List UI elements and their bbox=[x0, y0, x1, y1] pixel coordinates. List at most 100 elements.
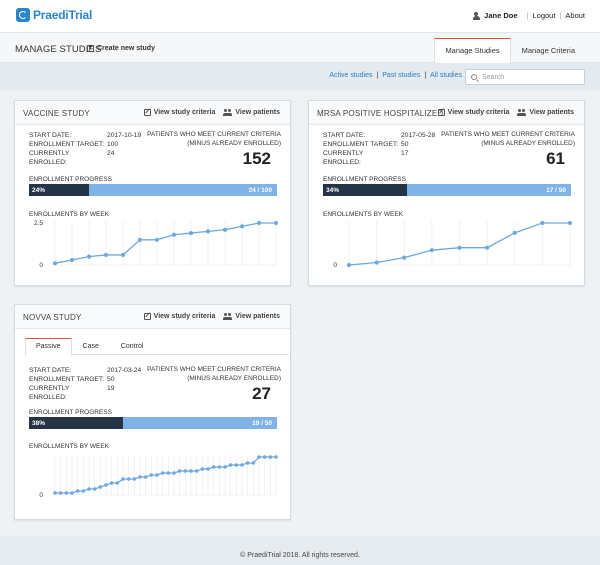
study-title: MRSA POSITIVE HOSPITALIZED bbox=[317, 109, 444, 118]
study-card-vaccine: VACCINE STUDY View study criteria View p… bbox=[14, 100, 291, 286]
data-point bbox=[137, 237, 143, 242]
criteria-caption-line2: (MINUS ALREADY ENROLLED) bbox=[187, 374, 281, 382]
search-input[interactable] bbox=[482, 73, 582, 81]
enrollment-progress-bar: 38% 19 / 50 bbox=[29, 417, 277, 429]
criteria-caption-line1: PATIENTS WHO MEET CURRENT CRITERIA bbox=[147, 131, 281, 138]
data-point bbox=[138, 475, 142, 479]
filter-all-studies[interactable]: All studies bbox=[430, 72, 462, 79]
data-point bbox=[189, 469, 193, 473]
enrollment-progress-bar: 24% 24 / 100 bbox=[29, 184, 277, 196]
user-nav: Jane Doe | Logout | About bbox=[472, 11, 585, 20]
card-actions: View study criteria View patients bbox=[136, 313, 280, 320]
data-point bbox=[239, 224, 245, 229]
view-patients-label: View patients bbox=[235, 109, 280, 116]
view-patients-label: View patients bbox=[235, 313, 280, 320]
tab-manage-criteria[interactable]: Manage Criteria bbox=[521, 46, 575, 55]
start-date-value: 2017-05-28 bbox=[401, 132, 436, 139]
data-point bbox=[256, 220, 262, 226]
data-point bbox=[177, 469, 182, 473]
start-date-label: START DATE: bbox=[323, 132, 366, 139]
tab-control[interactable]: Control bbox=[120, 343, 144, 350]
series-line bbox=[55, 456, 276, 494]
view-patients-button[interactable]: View patients bbox=[223, 313, 280, 320]
tab-passive[interactable]: Passive bbox=[25, 338, 72, 356]
data-point bbox=[262, 455, 267, 459]
card-actions: View study criteria View patients bbox=[430, 109, 574, 116]
patients-icon bbox=[223, 109, 233, 116]
data-point bbox=[70, 491, 74, 495]
study-card-novva: NOVVA STUDY View study criteria View pat… bbox=[14, 304, 291, 520]
filter-past-studies[interactable]: Past studies bbox=[382, 72, 421, 79]
view-criteria-button[interactable]: View study criteria bbox=[143, 313, 216, 320]
weekly-chart-label: ENROLLMENTS BY WEEK bbox=[29, 443, 110, 450]
data-point bbox=[143, 475, 148, 479]
study-stats: START DATE: 2017-05-28 ENROLLMENT TARGET:… bbox=[323, 131, 435, 167]
view-criteria-label: View study criteria bbox=[153, 313, 216, 320]
data-point bbox=[103, 252, 109, 258]
main-tabs: Manage Studies Manage Criteria bbox=[434, 38, 586, 64]
currently-enrolled-value: 17 bbox=[401, 150, 409, 157]
create-study-button[interactable]: Create new study bbox=[87, 44, 155, 52]
data-point bbox=[58, 491, 63, 495]
logout-link[interactable]: Logout bbox=[532, 11, 556, 20]
currently-enrolled-label: CURRENTLY ENROLLED: bbox=[29, 385, 70, 401]
brand-name: PraediTrial bbox=[33, 8, 93, 22]
series-line bbox=[54, 222, 276, 264]
tab-manage-studies[interactable]: Manage Studies bbox=[434, 38, 511, 64]
view-criteria-button[interactable]: View study criteria bbox=[437, 109, 510, 116]
brand-logo[interactable]: PraediTrial bbox=[16, 8, 92, 22]
study-card-mrsa: MRSA POSITIVE HOSPITALIZED View study cr… bbox=[308, 100, 585, 286]
footer: © PraediTrial 2018. All rights reserved. bbox=[0, 536, 600, 565]
data-point bbox=[132, 477, 137, 481]
filter-active-studies[interactable]: Active studies bbox=[329, 72, 373, 79]
top-navbar: PraediTrial Jane Doe | Logout | About bbox=[0, 0, 600, 33]
data-point bbox=[257, 455, 261, 459]
data-point bbox=[273, 220, 279, 226]
patients-icon bbox=[517, 109, 527, 116]
data-point bbox=[69, 257, 75, 263]
view-patients-button[interactable]: View patients bbox=[223, 109, 280, 116]
progress-count: 19 / 50 bbox=[252, 419, 272, 427]
filter-bar: Active studies | Past studies | All stud… bbox=[0, 63, 600, 91]
progress-fill bbox=[323, 184, 408, 196]
edit-icon bbox=[437, 109, 445, 116]
view-patients-button[interactable]: View patients bbox=[517, 109, 574, 116]
data-point bbox=[217, 465, 222, 469]
data-point bbox=[121, 477, 125, 481]
study-title: VACCINE STUDY bbox=[23, 109, 90, 118]
edit-icon bbox=[143, 109, 151, 116]
data-point bbox=[234, 463, 239, 467]
nav-separator: | bbox=[526, 11, 529, 20]
view-criteria-button[interactable]: View study criteria bbox=[143, 109, 216, 116]
data-point bbox=[223, 465, 227, 469]
card-header: NOVVA STUDY View study criteria View pat… bbox=[15, 305, 290, 329]
data-point bbox=[64, 491, 69, 495]
data-point bbox=[172, 471, 176, 475]
criteria-caption: PATIENTS WHO MEET CURRENT CRITERIA (MINU… bbox=[147, 131, 281, 148]
user-name[interactable]: Jane Doe bbox=[484, 11, 518, 20]
view-criteria-label: View study criteria bbox=[153, 109, 216, 116]
criteria-caption-line1: PATIENTS WHO MEET CURRENT CRITERIA bbox=[147, 366, 281, 373]
patients-icon bbox=[223, 313, 233, 320]
start-date-value: 2017-10-19 bbox=[107, 132, 142, 139]
data-point bbox=[485, 245, 490, 250]
weekly-enrollment-chart: 0 bbox=[39, 455, 278, 499]
tab-case[interactable]: Case bbox=[82, 343, 99, 350]
page-header: MANAGE STUDIES Create new study Manage S… bbox=[0, 33, 600, 64]
data-point bbox=[92, 487, 97, 491]
data-point bbox=[402, 255, 407, 260]
nav-separator: | bbox=[559, 11, 562, 20]
card-actions: View study criteria View patients bbox=[136, 109, 280, 116]
progress-fill bbox=[29, 417, 124, 429]
enrollment-target-value: 50 bbox=[107, 376, 115, 383]
about-link[interactable]: About bbox=[565, 11, 585, 20]
progress-label: ENROLLMENT PROGRESS bbox=[29, 176, 112, 183]
currently-enrolled-label: CURRENTLY ENROLLED: bbox=[323, 150, 364, 166]
logo-icon bbox=[16, 8, 30, 22]
search-box[interactable] bbox=[465, 69, 585, 85]
data-point bbox=[81, 489, 86, 493]
view-criteria-label: View study criteria bbox=[447, 109, 510, 116]
y-tick-label-min: 0 bbox=[39, 262, 43, 269]
weekly-enrollment-chart: 0 bbox=[333, 220, 573, 269]
data-point bbox=[155, 473, 159, 477]
